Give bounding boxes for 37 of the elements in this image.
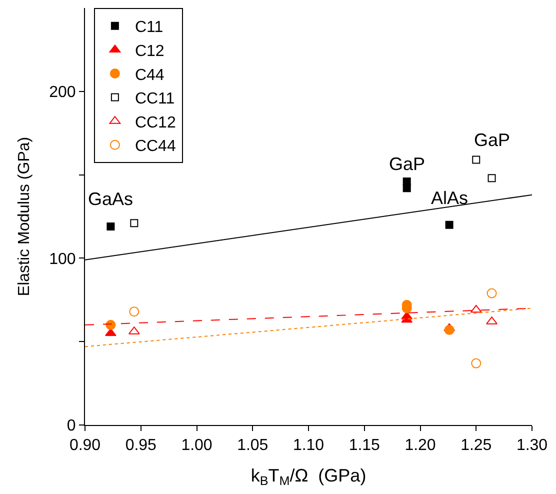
annotation: AlAs (431, 188, 468, 208)
x-tick-label: 0.95 (125, 437, 157, 454)
point (130, 219, 138, 228)
point (444, 324, 454, 335)
point (486, 288, 497, 298)
x-tick-label: 0.90 (69, 437, 101, 454)
point (471, 358, 482, 368)
legend-label: CC44 (134, 138, 176, 156)
annotation: GaP (389, 154, 426, 174)
point (105, 328, 116, 336)
x-tick-label: 1.25 (460, 437, 492, 454)
y-axis-title: Elastic Modulus (GPa) (16, 136, 33, 296)
point (445, 220, 454, 229)
x-tick-label: 1.20 (404, 437, 436, 454)
y-tick-label: 0 (66, 418, 76, 435)
legend-label: C44 (134, 66, 164, 84)
y-tick-label: 200 (49, 84, 76, 101)
x-axis-title: k$_{B}$T$_{M}$/Ω (GPa) (250, 465, 366, 488)
point (472, 156, 480, 164)
y-tick-label: 100 (49, 250, 76, 268)
point (106, 222, 115, 231)
legend-label: CC12 (134, 114, 176, 132)
point (488, 174, 496, 182)
annotation: GaP (474, 130, 510, 150)
point (470, 304, 482, 313)
legend-label: C11 (134, 19, 164, 36)
point (129, 306, 140, 317)
x-tick-label: 1.30 (516, 437, 548, 454)
point (402, 184, 411, 192)
x-tick-label: 1.05 (237, 437, 268, 454)
annotation: GaAs (88, 189, 134, 209)
x-tick-label: 1.00 (181, 437, 212, 454)
x-tick-label: 1.10 (292, 437, 324, 454)
point (106, 320, 116, 330)
legend-label: C12 (134, 42, 164, 60)
legend-label: CC11 (134, 90, 175, 108)
x-tick-label: 1.15 (348, 437, 380, 454)
